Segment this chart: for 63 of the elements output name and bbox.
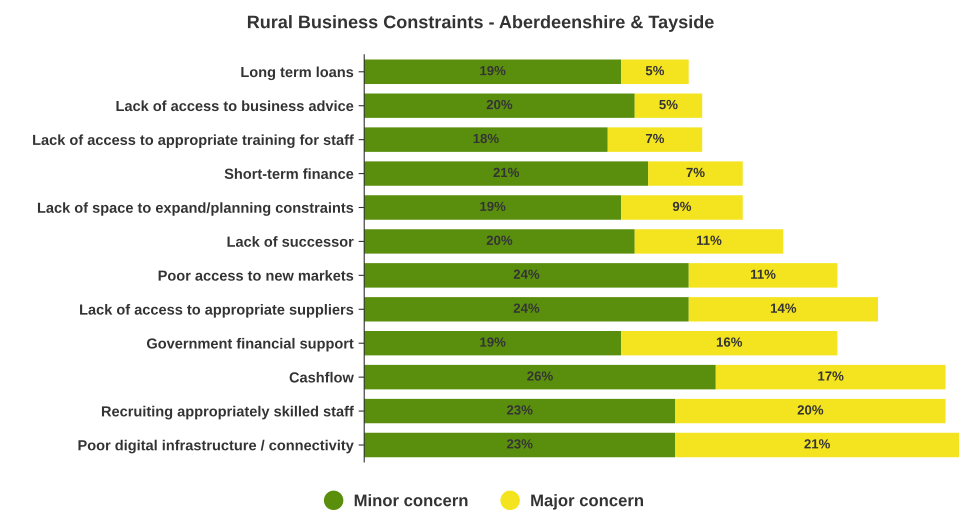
data-label: 24% bbox=[514, 270, 540, 279]
data-label: 9% bbox=[672, 202, 692, 212]
data-label: 5% bbox=[646, 66, 664, 76]
bar bbox=[364, 297, 689, 322]
chart-title: Rural Business Constraints - Aberdeenshire & Tayside bbox=[248, 15, 714, 32]
y-tick-label: Lack of successor bbox=[228, 236, 354, 247]
y-tick-label: Recruiting appropriately skilled staff bbox=[102, 406, 354, 420]
data-label: 19% bbox=[480, 66, 506, 76]
bar bbox=[364, 263, 689, 288]
bar bbox=[648, 161, 743, 186]
bar bbox=[634, 93, 702, 118]
bar bbox=[688, 263, 838, 288]
data-label: 17% bbox=[818, 371, 844, 381]
data-label: 7% bbox=[646, 134, 664, 144]
bar bbox=[621, 195, 743, 220]
data-label: 23% bbox=[506, 405, 533, 415]
y-tick-label: Cashflow bbox=[290, 372, 354, 383]
bar bbox=[634, 229, 784, 254]
bar bbox=[608, 127, 702, 152]
legend-label: Major concern bbox=[531, 494, 644, 510]
legend-label: Minor concern bbox=[354, 494, 468, 506]
bar bbox=[364, 432, 676, 458]
data-label: 7% bbox=[686, 168, 705, 178]
data-label: 11% bbox=[696, 236, 722, 245]
bar bbox=[364, 331, 622, 356]
data-label: 26% bbox=[527, 371, 553, 381]
y-tick-label: Poor access to new markets bbox=[158, 270, 354, 281]
bar bbox=[364, 229, 635, 254]
data-label: 18% bbox=[474, 134, 499, 144]
bar bbox=[675, 398, 946, 424]
data-label: 24% bbox=[514, 303, 540, 313]
y-tick-label: Lack of access to appropriate training for staff bbox=[33, 134, 354, 148]
data-label: 11% bbox=[751, 270, 776, 279]
bar bbox=[364, 364, 716, 390]
data-label: 21% bbox=[804, 439, 830, 449]
y-tick-label: Lack of access to appropriate suppliers bbox=[80, 304, 354, 318]
bar bbox=[364, 398, 676, 424]
bar bbox=[364, 195, 622, 220]
data-label: 20% bbox=[798, 405, 824, 415]
data-label: 14% bbox=[770, 304, 796, 313]
bar bbox=[621, 60, 689, 84]
data-label: 20% bbox=[486, 100, 512, 110]
y-tick-label: Government financial support bbox=[146, 338, 354, 352]
bar bbox=[364, 161, 648, 186]
data-label: 20% bbox=[486, 236, 512, 245]
bar bbox=[621, 331, 838, 356]
y-tick-label: Lack of access to business advice bbox=[116, 100, 354, 112]
data-label: 16% bbox=[716, 337, 742, 347]
y-tick-label: Poor digital infrastructure / connectivity bbox=[78, 440, 354, 454]
bar bbox=[716, 364, 946, 390]
bar bbox=[675, 432, 960, 458]
data-label: 5% bbox=[659, 100, 678, 110]
bar bbox=[364, 93, 635, 118]
data-label: 19% bbox=[480, 337, 506, 347]
data-label: 23% bbox=[506, 439, 533, 449]
bar bbox=[364, 127, 608, 152]
y-tick-label: Short-term finance bbox=[224, 168, 354, 179]
bar bbox=[364, 60, 622, 84]
y-tick-label: Long term loans bbox=[241, 66, 354, 80]
bar bbox=[688, 297, 878, 322]
y-tick-label: Lack of space to expand/planning constraints bbox=[38, 202, 354, 216]
data-label: 21% bbox=[493, 168, 520, 178]
data-label: 19% bbox=[480, 202, 506, 212]
